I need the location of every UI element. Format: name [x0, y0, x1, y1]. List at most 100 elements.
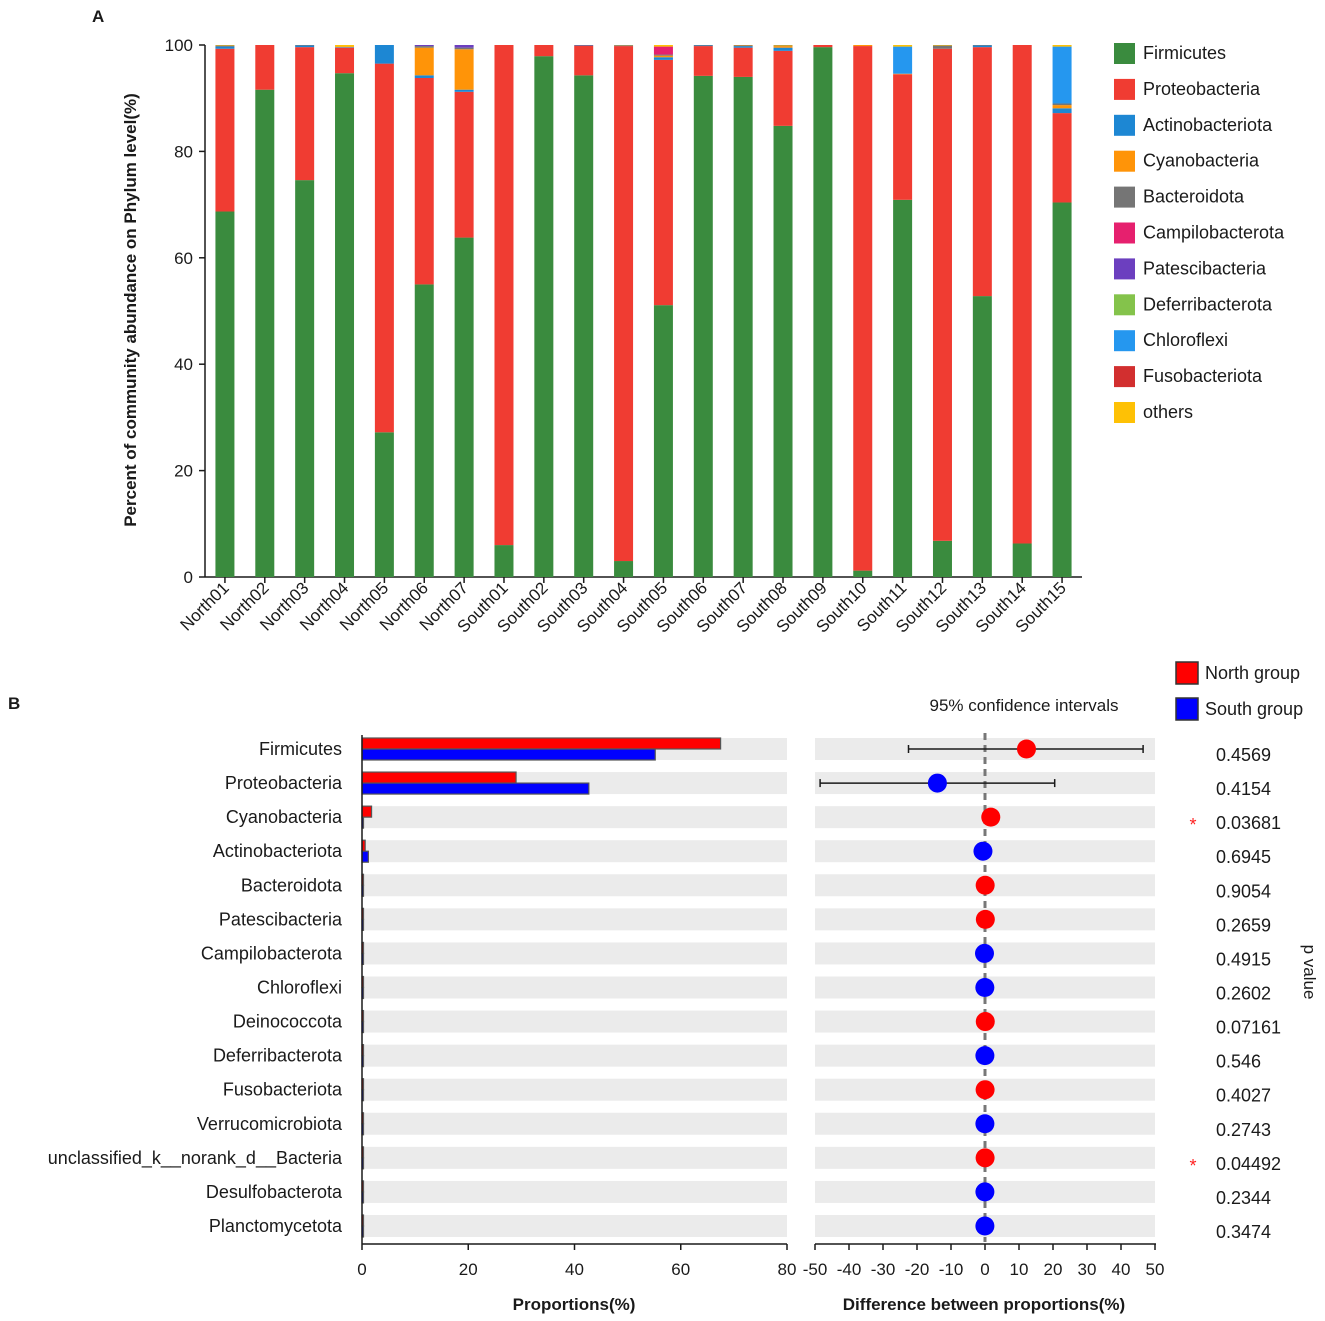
legend-label: Patescibacteria [1143, 258, 1267, 278]
stacked-bar-segment [693, 46, 713, 76]
stacked-bar-segment [733, 76, 753, 578]
stacked-bar-segment [1052, 46, 1072, 104]
panel-b-proportion-axis-title: Proportions(%) [513, 1295, 636, 1314]
x-tick-label: -40 [837, 1260, 862, 1279]
stacked-bar-segment [1012, 543, 1032, 577]
panel-a-label: A [92, 7, 104, 26]
stacked-bar-segment [1052, 103, 1072, 106]
y-tick-label: 100 [165, 36, 193, 55]
stacked-bar-segment [653, 54, 673, 56]
legend-label: Bacteroidota [1143, 187, 1245, 207]
significance-marker: * [1189, 815, 1196, 835]
stacked-bar-segment [215, 211, 235, 578]
difference-point [975, 875, 995, 895]
x-tick-label: 40 [1112, 1260, 1131, 1279]
difference-point [975, 977, 995, 997]
stacked-bar-segment [893, 199, 913, 577]
south-proportion-bar [361, 782, 590, 795]
y-tick-label: 20 [174, 462, 193, 481]
difference-point [975, 1148, 995, 1168]
stacked-bar-segment [813, 47, 833, 578]
stacked-bar-segment [414, 45, 434, 47]
stacked-bar-segment [454, 47, 474, 50]
difference-point [975, 1046, 995, 1066]
stacked-bar-segment [454, 237, 474, 578]
row-background [362, 1044, 787, 1067]
stacked-bar-segment [693, 45, 713, 47]
stacked-bar-segment [1052, 105, 1072, 109]
panel-b-ci-title: 95% confidence intervals [929, 696, 1118, 715]
stacked-bar-segment [853, 45, 873, 47]
legend-label: Campilobacterota [1143, 223, 1285, 243]
difference-point [973, 841, 993, 861]
stacked-bar-segment [295, 45, 315, 46]
stacked-bar-segment [414, 77, 434, 285]
stacked-bar-segment [295, 47, 315, 181]
stacked-bar-segment [454, 45, 474, 48]
stacked-bar-segment [653, 57, 673, 60]
stacked-bar-segment [335, 47, 355, 74]
difference-point [1016, 739, 1036, 759]
stacked-bar-segment [813, 45, 833, 48]
stacked-bar-segment [414, 284, 434, 577]
legend-label: others [1143, 402, 1193, 422]
stacked-bar-segment [733, 45, 753, 46]
x-tick-label: 60 [671, 1260, 690, 1279]
difference-point [975, 909, 995, 929]
row-background [362, 1214, 787, 1237]
row-background [362, 806, 787, 829]
p-value-label: 0.07161 [1216, 1018, 1281, 1038]
stacked-bar-segment [853, 570, 873, 577]
y-tick-label: 40 [174, 355, 193, 374]
legend-label: South group [1205, 699, 1303, 719]
stacked-bar-segment [374, 63, 394, 433]
stacked-bar-segment [653, 59, 673, 306]
legend-label: North group [1205, 663, 1300, 683]
legend-label: Chloroflexi [1143, 330, 1228, 350]
stacked-bar-segment [414, 75, 434, 78]
legend-swatch [1114, 330, 1135, 352]
legend-swatch [1114, 150, 1135, 172]
difference-point [981, 807, 1001, 827]
panel-a-y-ticks: 0 20 40 60 80 100 [165, 36, 205, 587]
stacked-bar-segment [853, 46, 873, 571]
panel-b-label: B [8, 694, 20, 713]
panel-b: B Firmicutes Proteobacteria Cyanobacteria A… [8, 661, 1319, 1314]
row-background [362, 840, 787, 863]
stacked-bar-segment [653, 45, 673, 47]
stacked-bar-segment [614, 45, 634, 46]
stacked-bar-segment [374, 432, 394, 577]
p-value-label: 0.2344 [1216, 1188, 1271, 1208]
p-value-label: 0.3474 [1216, 1222, 1271, 1242]
category-label: Patescibacteria [219, 909, 343, 929]
stacked-bar-segment [414, 47, 434, 76]
x-tick-label: -20 [905, 1260, 930, 1279]
stacked-bar-segment [215, 45, 235, 47]
stacked-bar-segment [693, 75, 713, 577]
difference-point [975, 1012, 995, 1032]
legend-label: Firmicutes [1143, 43, 1226, 63]
p-value-label: 0.4915 [1216, 949, 1271, 969]
stacked-bar-segment [972, 45, 992, 48]
legend-label: Actinobacteriota [1143, 115, 1273, 135]
stacked-bar-segment [614, 45, 634, 47]
category-label: Verrucomicrobiota [197, 1114, 343, 1134]
row-background [362, 1112, 787, 1135]
row-background [362, 942, 787, 965]
legend-swatch [1114, 78, 1135, 100]
stacked-bar-segment [295, 180, 315, 578]
stacked-bar-segment [295, 45, 315, 48]
p-value-label: 0.9054 [1216, 881, 1271, 901]
panel-b-difference-ticks: -50 -40 -30 -20 -10 0 10 20 30 40 50 [803, 1244, 1165, 1279]
stacked-bar-segment [932, 45, 952, 49]
p-value-label: 0.4154 [1216, 779, 1271, 799]
category-label: unclassified_k__norank_d__Bacteria [48, 1148, 343, 1169]
stacked-bar-segment [494, 545, 514, 577]
x-tick-label: 10 [1010, 1260, 1029, 1279]
stacked-bar-segment [574, 45, 594, 76]
x-tick-label: 50 [1146, 1260, 1165, 1279]
p-value-label: 0.04492 [1216, 1154, 1281, 1174]
p-value-label: 0.2659 [1216, 915, 1271, 935]
legend-swatch [1175, 697, 1199, 721]
p-value-label: 0.2743 [1216, 1120, 1271, 1140]
